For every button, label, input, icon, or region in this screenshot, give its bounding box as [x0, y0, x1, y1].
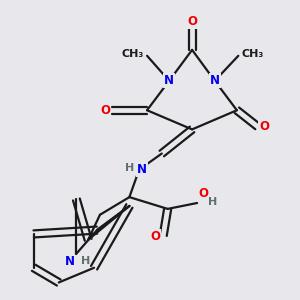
Text: N: N — [164, 74, 174, 87]
Text: O: O — [199, 187, 208, 200]
Text: O: O — [259, 120, 269, 133]
Text: N: N — [65, 255, 75, 268]
Text: O: O — [150, 230, 160, 243]
Text: O: O — [187, 15, 197, 28]
Text: CH₃: CH₃ — [122, 49, 144, 59]
Text: N: N — [137, 163, 147, 176]
Text: H: H — [81, 256, 90, 266]
Text: CH₃: CH₃ — [241, 49, 263, 59]
Text: H: H — [125, 163, 135, 173]
Text: H: H — [208, 196, 218, 206]
Text: O: O — [100, 104, 110, 117]
Text: N: N — [210, 74, 220, 87]
